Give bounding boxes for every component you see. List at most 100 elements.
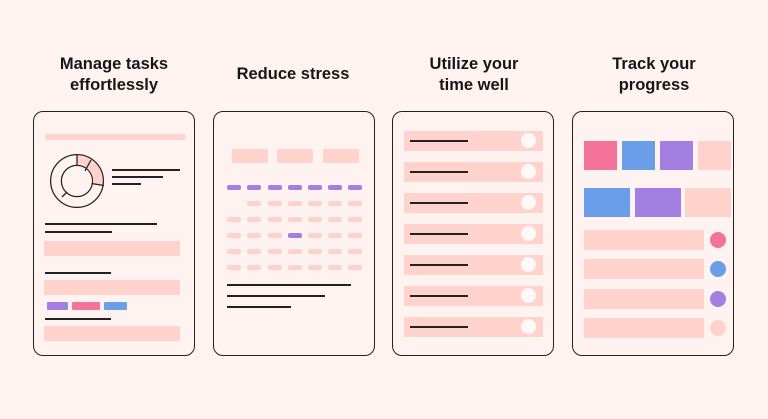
calendar-day <box>268 217 282 222</box>
progress-row <box>584 230 704 250</box>
status-dot-light <box>710 320 726 336</box>
text-line <box>227 306 291 308</box>
toggle-circle-icon <box>521 288 536 303</box>
card-4-title-line-2: progress <box>618 76 690 94</box>
calendar-day <box>328 201 342 206</box>
status-dot-blue <box>710 261 726 277</box>
calendar-day <box>328 233 342 238</box>
block-light-wide <box>685 188 731 217</box>
calendar-day-highlight <box>348 185 362 190</box>
calendar-tab <box>323 149 359 163</box>
progress-row <box>584 289 704 309</box>
toggle-circle-icon <box>521 226 536 241</box>
calendar-day <box>308 265 322 270</box>
checklist-row <box>404 255 543 275</box>
text-line <box>45 223 157 225</box>
calendar-day <box>328 249 342 254</box>
block-blue-wide <box>584 188 630 217</box>
text-line <box>410 202 468 204</box>
card-track-progress <box>572 111 734 356</box>
header-bar <box>45 134 186 140</box>
calendar-day <box>268 265 282 270</box>
text-line <box>45 318 111 320</box>
calendar-day <box>288 249 302 254</box>
calendar-day <box>247 249 261 254</box>
calendar-day <box>268 201 282 206</box>
calendar-day-highlight <box>288 185 302 190</box>
calendar-day <box>247 233 261 238</box>
checklist-row <box>404 162 543 182</box>
text-line <box>410 295 468 297</box>
donut-chart-icon <box>48 152 106 215</box>
calendar-day-highlight <box>288 233 302 238</box>
calendar-tab <box>232 149 268 163</box>
calendar-day-highlight <box>308 185 322 190</box>
calendar-day <box>227 217 241 222</box>
calendar-day <box>268 249 282 254</box>
calendar-day <box>268 233 282 238</box>
calendar-day <box>247 265 261 270</box>
checklist-row <box>404 317 543 337</box>
text-line <box>45 272 111 274</box>
progress-row <box>584 318 704 338</box>
calendar-day <box>328 217 342 222</box>
block-purple <box>660 141 693 170</box>
card-3-title: Utilize your time well <box>392 54 556 96</box>
checklist-row <box>404 131 543 151</box>
calendar-day <box>227 233 241 238</box>
card-reduce-stress <box>213 111 375 356</box>
calendar-day-highlight <box>247 185 261 190</box>
block-pink <box>584 141 617 170</box>
checklist-row <box>404 286 543 306</box>
calendar-day <box>288 265 302 270</box>
text-line <box>410 264 468 266</box>
calendar-day-highlight <box>328 185 342 190</box>
calendar-day-highlight <box>268 185 282 190</box>
calendar-day <box>348 265 362 270</box>
card-manage-tasks <box>33 111 195 356</box>
card-4-title-line-1: Track your <box>612 55 696 73</box>
card-2-title: Reduce stress <box>211 64 375 85</box>
card-3-title-line-2: time well <box>439 76 509 94</box>
tag-blue <box>104 302 127 310</box>
card-1-title-line-2: effortlessly <box>69 76 159 94</box>
checklist-row <box>404 193 543 213</box>
calendar-grid <box>214 112 374 272</box>
calendar-day <box>348 217 362 222</box>
block-blue <box>622 141 655 170</box>
task-block <box>44 280 180 295</box>
calendar-day <box>348 233 362 238</box>
text-line <box>410 171 468 173</box>
progress-row <box>584 259 704 279</box>
toggle-circle-icon <box>521 195 536 210</box>
calendar-day-highlight <box>227 185 241 190</box>
text-line <box>112 183 141 185</box>
text-line <box>112 169 180 171</box>
calendar-day <box>308 217 322 222</box>
calendar-day <box>308 201 322 206</box>
task-block <box>44 241 180 256</box>
calendar-day <box>288 217 302 222</box>
card-4-title: Track your progress <box>572 54 736 96</box>
calendar-day <box>328 265 342 270</box>
tag-purple <box>47 302 68 310</box>
calendar-day <box>308 249 322 254</box>
text-line <box>410 140 468 142</box>
calendar-day <box>227 265 241 270</box>
toggle-circle-icon <box>521 319 536 334</box>
status-dot-pink <box>710 232 726 248</box>
calendar-day <box>348 201 362 206</box>
calendar-day <box>247 201 261 206</box>
text-line <box>410 233 468 235</box>
text-line <box>45 231 112 233</box>
text-line <box>227 284 351 286</box>
block-purple-wide <box>635 188 681 217</box>
card-1-title: Manage tasks effortlessly <box>32 54 196 96</box>
status-dot-purple <box>710 291 726 307</box>
toggle-circle-icon <box>521 257 536 272</box>
card-3-title-line-1: Utilize your <box>429 55 519 73</box>
tag-pink <box>72 302 100 310</box>
toggle-circle-icon <box>521 164 536 179</box>
checklist-row <box>404 224 543 244</box>
calendar-day <box>247 217 261 222</box>
